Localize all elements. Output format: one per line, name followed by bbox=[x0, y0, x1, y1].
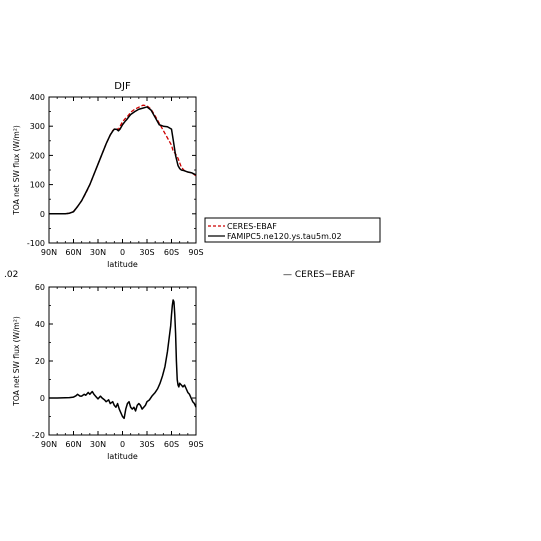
x-tick-label: 90S bbox=[188, 248, 203, 257]
series-line-ceres-ebaf bbox=[49, 104, 197, 215]
x-tick-label: 30S bbox=[139, 440, 154, 449]
y-tick-label: 60 bbox=[35, 283, 45, 292]
x-tick-label: 60S bbox=[164, 248, 179, 257]
y-tick-label: 40 bbox=[35, 320, 45, 329]
y-tick-label: 400 bbox=[30, 93, 45, 102]
y-tick-label: -100 bbox=[27, 239, 45, 248]
y-tick-label: 200 bbox=[30, 151, 45, 160]
x-tick-label: 60N bbox=[65, 248, 81, 257]
legend-label: CERES-EBAF bbox=[227, 222, 277, 231]
y-tick-label: -20 bbox=[32, 431, 45, 440]
y-axis-label: TOA net SW flux (W/m²) bbox=[12, 316, 21, 407]
x-tick-label: 90S bbox=[188, 440, 203, 449]
legend-label: FAMIPC5.ne120.ys.tau5m.02 bbox=[227, 232, 342, 241]
x-axis-label: latitude bbox=[107, 452, 138, 461]
x-tick-label: 30S bbox=[139, 248, 154, 257]
y-tick-label: 0 bbox=[40, 394, 45, 403]
y-tick-label: 300 bbox=[30, 122, 45, 131]
series-line-series-0 bbox=[49, 299, 197, 420]
y-tick-label: 0 bbox=[40, 210, 45, 219]
x-tick-label: 60N bbox=[65, 440, 81, 449]
series-line-famipc5-ne120-ys-tau5m-02 bbox=[49, 106, 197, 215]
x-axis-label: latitude bbox=[107, 260, 138, 269]
cropped-label-fragment: .02 bbox=[4, 270, 18, 280]
x-tick-label: 0 bbox=[120, 440, 125, 449]
orphan-legend-label: — CERES−EBAF bbox=[283, 270, 355, 280]
x-tick-label: 60S bbox=[164, 440, 179, 449]
y-tick-label: 100 bbox=[30, 181, 45, 190]
plot-frame bbox=[48, 96, 197, 244]
x-tick-label: 30N bbox=[90, 248, 106, 257]
legend-frame bbox=[204, 217, 381, 243]
chart-title: DJF bbox=[114, 81, 131, 92]
y-axis-label: TOA net SW flux (W/m²) bbox=[12, 125, 21, 216]
y-tick-label: 20 bbox=[35, 357, 45, 366]
x-tick-label: 0 bbox=[120, 248, 125, 257]
x-tick-label: 30N bbox=[90, 440, 106, 449]
x-tick-label: 90N bbox=[41, 440, 57, 449]
top-chart-panel: DJF 90N 60N 30N 0 30S 60S 90S -100 0 100 200 300 400 l… bbox=[12, 81, 204, 269]
x-tick-label: 90N bbox=[41, 248, 57, 257]
bottom-chart-panel: 90N 60N 30N 0 30S 60S 90S -20 0 20 40 60 latitude TOA… bbox=[12, 283, 204, 461]
